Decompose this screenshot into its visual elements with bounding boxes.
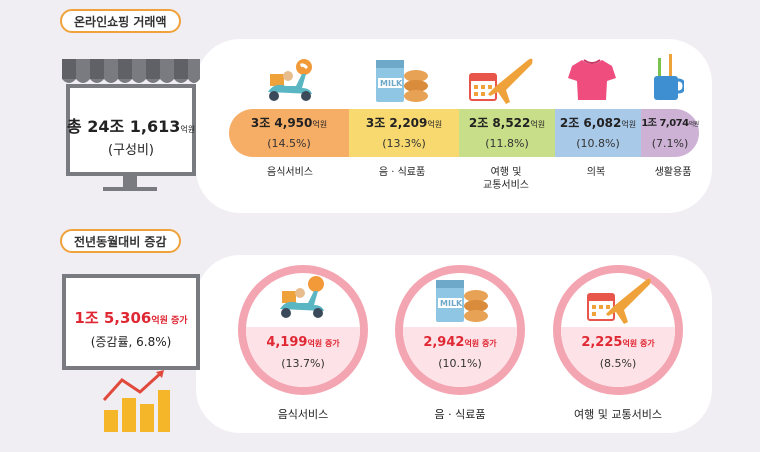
circle-amount: 4,199억원 증가 — [246, 335, 360, 350]
total-unit: 억원 — [180, 125, 196, 134]
category-label-travel: 여행 및 교통서비스 — [466, 166, 546, 192]
pill-amount-unit: 억원 — [427, 120, 443, 129]
airplane-calendar-icon — [469, 58, 533, 104]
store-awning-icon — [62, 59, 200, 83]
growth-chart-coins-icon — [102, 370, 170, 432]
change-total-unit: 억원 증가 — [151, 316, 188, 326]
circle-amount: 2,942억원 증가 — [403, 335, 517, 350]
pill-amount: 3조 4,950억원 — [229, 114, 349, 131]
pill-amount: 3조 2,209억원 — [349, 114, 459, 131]
pill-amount-value: 2조 6,082 — [559, 116, 622, 130]
pill-amount-value: 2조 8,522 — [468, 116, 531, 130]
change-total-value: 1조 5,306 — [74, 309, 152, 327]
pill-share: (10.8%) — [576, 137, 620, 150]
change-circle-food-service: 4,199억원 증가 (13.7%) — [238, 265, 368, 395]
change-label-food-service: 음식서비스 — [277, 408, 329, 421]
pill-amount: 2조 6,082억원 — [555, 114, 641, 131]
circle-fill — [403, 327, 517, 387]
pill-share: (11.8%) — [485, 137, 529, 150]
pill-amount-unit: 억원 — [688, 121, 700, 128]
change-total: 1조 5,306억원 증가 — [62, 307, 200, 328]
pill-amount: 2조 8,522억원 — [459, 114, 555, 131]
total-value: 24조 1,613 — [87, 117, 181, 136]
pill-amount-value: 3조 2,209 — [365, 116, 428, 130]
svg-text:MILK: MILK — [380, 79, 403, 88]
change-circle-travel: 2,225억원 증가 (8.5%) — [553, 265, 683, 395]
circle-rate: (8.5%) — [599, 357, 637, 370]
pill-amount-value: 3조 4,950 — [250, 116, 313, 130]
category-label-clothing: 의복 — [586, 167, 606, 178]
circle-amount-value: 2,225 — [581, 335, 623, 350]
change-label-groceries: 음 · 식료품 — [434, 408, 486, 421]
pill-travel: 2조 8,522억원 (11.8%) — [459, 109, 555, 157]
total-monitor — [66, 84, 196, 176]
pill-groceries: 3조 2,209억원 (13.3%) — [349, 109, 459, 157]
pill-amount: 1조 7,074억원 — [641, 114, 699, 129]
circle-amount: 2,225억원 증가 — [561, 335, 675, 350]
scooter-delivery-icon — [280, 276, 324, 318]
pill-share: (7.1%) — [651, 137, 689, 150]
circle-rate: (13.7%) — [281, 357, 325, 370]
circle-amount-unit: 억원 증가 — [307, 339, 340, 348]
circle-rate: (10.1%) — [438, 357, 482, 370]
monitor-stand — [123, 176, 137, 188]
circle-fill — [561, 327, 675, 387]
circle-amount-value: 2,942 — [423, 335, 465, 350]
circle-amount-unit: 억원 증가 — [464, 339, 497, 348]
change-total-note: (증감률, 6.8%) — [90, 335, 172, 349]
change-label-travel: 여행 및 교통서비스 — [574, 408, 662, 421]
category-label-line: 여행 및 — [490, 167, 522, 178]
total-amount: 총 24조 1,613억원 — [66, 113, 196, 137]
total-note: (구성비) — [107, 143, 155, 158]
pill-household: 1조 7,074억원 (7.1%) — [641, 109, 699, 157]
total-prefix: 총 — [66, 117, 82, 136]
category-label-groceries: 음 · 식료품 — [378, 167, 426, 178]
pill-amount-unit: 억원 — [621, 120, 637, 129]
pill-amount-unit: 억원 — [530, 120, 546, 129]
circle-amount-value: 4,199 — [266, 335, 308, 350]
category-label-line: 교통서비스 — [483, 180, 529, 191]
pill-share: (14.5%) — [267, 137, 311, 150]
section-title-yoy-change: 전년동월대비 증감 — [60, 229, 181, 253]
tshirt-icon — [568, 59, 616, 100]
scooter-delivery-icon — [268, 59, 312, 101]
change-monitor — [62, 274, 200, 370]
pill-clothing: 2조 6,082억원 (10.8%) — [555, 109, 641, 157]
milk-food-icon: MILK — [376, 60, 428, 102]
category-label-household: 생활용품 — [654, 167, 692, 178]
airplane-calendar-icon — [587, 278, 651, 324]
pill-food-service: 3조 4,950억원 (14.5%) — [229, 109, 349, 157]
monitor-base — [103, 187, 157, 191]
circle-amount-unit: 억원 증가 — [622, 339, 655, 348]
svg-text:MILK: MILK — [440, 299, 463, 308]
section-title-online-shopping: 온라인쇼핑 거래액 — [60, 9, 181, 33]
section-title-text: 전년동월대비 증감 — [74, 235, 167, 249]
category-label-food-service: 음식서비스 — [267, 167, 313, 178]
section-title-text: 온라인쇼핑 거래액 — [74, 15, 167, 29]
pill-share: (13.3%) — [382, 137, 426, 150]
pill-amount-unit: 억원 — [312, 120, 328, 129]
milk-food-icon: MILK — [436, 280, 488, 322]
circle-fill — [246, 327, 360, 387]
pill-amount-value: 1조 7,074 — [641, 118, 689, 129]
toothbrush-cup-icon — [654, 54, 684, 100]
